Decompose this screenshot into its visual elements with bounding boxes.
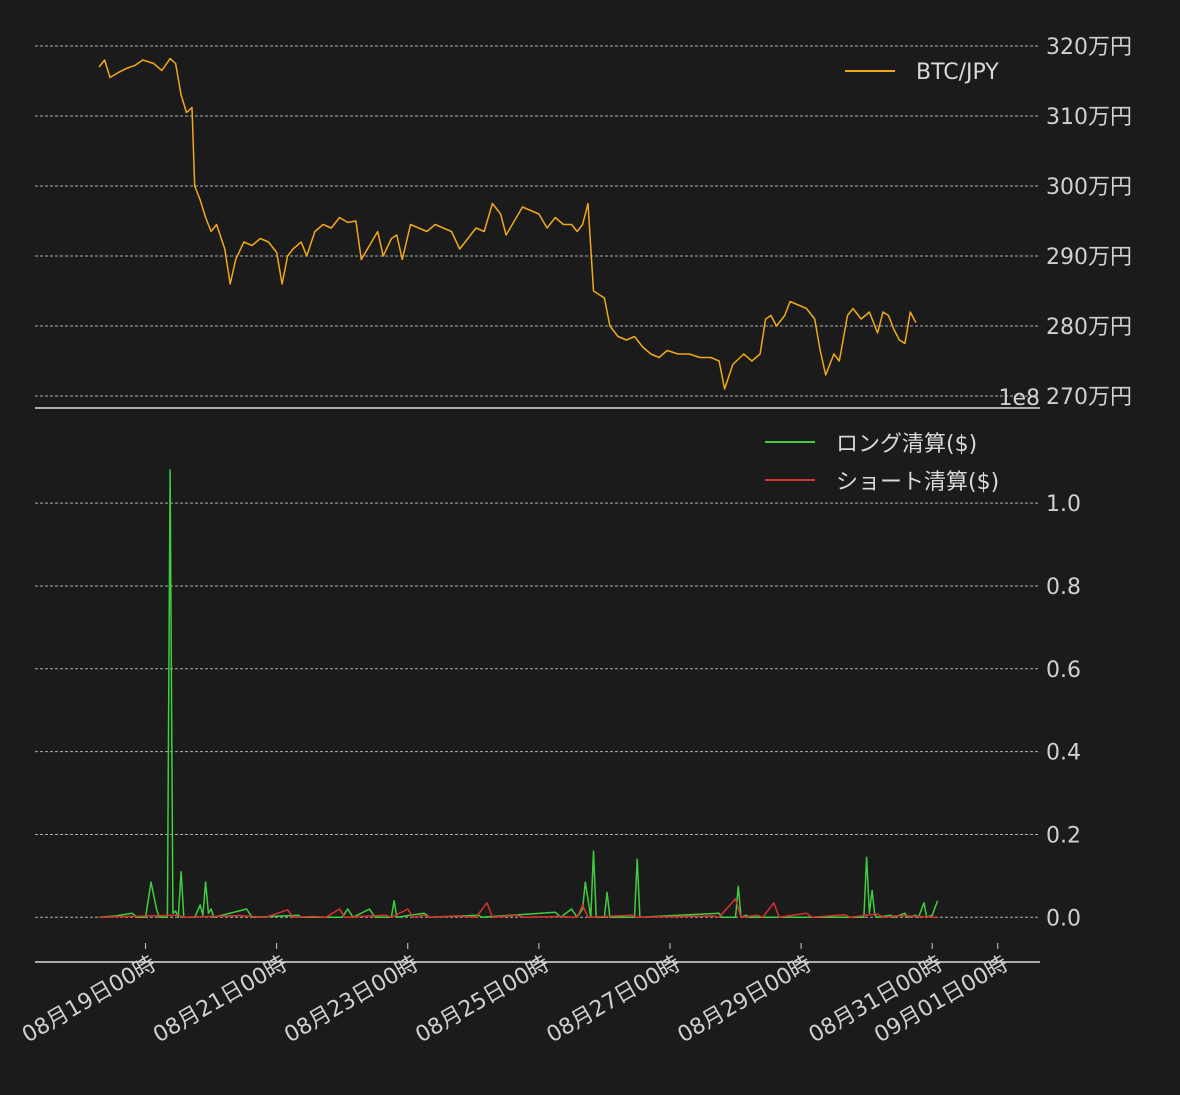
- price-series-lines: [98, 57, 917, 390]
- y-tick-label: 290万円: [1046, 245, 1132, 270]
- y-tick-label: 280万円: [1046, 315, 1132, 340]
- long-liquidation-line: [99, 469, 939, 919]
- price-legend-label: BTC/JPY: [916, 60, 999, 85]
- liquidation-panel: 1.00.80.60.40.20.0 08月19日00時08月21日00時08月…: [18, 432, 1081, 1048]
- price-y-axis: 320万円 310万円 300万円 290万円 280万円 270万円: [1046, 35, 1132, 410]
- liquidation-y-axis: 1.0 0.8 0.6 0.4 0.2 0.0: [1046, 492, 1081, 931]
- price-panel: 320万円 310万円 300万円 290万円 280万円 270万円 1e8 BTC/J…: [35, 35, 1132, 411]
- long-liquidation-legend-label: ロング清算($): [836, 432, 977, 457]
- y-tick-label: 0.0: [1046, 906, 1081, 931]
- y-tick-label: 1.0: [1046, 492, 1081, 517]
- liquidation-legend: ロング清算($) ショート清算($): [765, 432, 999, 495]
- price-offset-label: 1e8: [998, 386, 1040, 411]
- y-tick-label: 0.2: [1046, 823, 1081, 848]
- price-gridlines: [35, 45, 1040, 397]
- price-legend: BTC/JPY: [845, 60, 999, 85]
- liquidation-series-lines: [99, 469, 939, 919]
- short-liquidation-line: [99, 897, 938, 919]
- y-tick-label: 0.8: [1046, 575, 1081, 600]
- y-tick-label: 0.4: [1046, 741, 1081, 766]
- liquidation-gridlines: [35, 502, 1040, 918]
- y-tick-label: 300万円: [1046, 175, 1132, 200]
- btc-price-line: [98, 57, 917, 390]
- y-tick-label: 270万円: [1046, 385, 1132, 410]
- x-tick-label: 08月23日00時: [280, 952, 422, 1049]
- x-tick-label: 08月21日00時: [149, 952, 291, 1049]
- x-tick-label: 08月19日00時: [18, 952, 160, 1049]
- short-liquidation-legend-label: ショート清算($): [836, 470, 999, 495]
- x-tick-label: 08月29日00時: [674, 952, 816, 1049]
- x-tick-label: 08月27日00時: [543, 952, 685, 1049]
- liquidation-x-axis: 08月19日00時08月21日00時08月23日00時08月25日00時08月2…: [18, 943, 1013, 1048]
- y-tick-label: 320万円: [1046, 35, 1132, 60]
- y-tick-label: 0.6: [1046, 658, 1081, 683]
- x-tick-label: 08月25日00時: [411, 952, 553, 1049]
- y-tick-label: 310万円: [1046, 105, 1132, 130]
